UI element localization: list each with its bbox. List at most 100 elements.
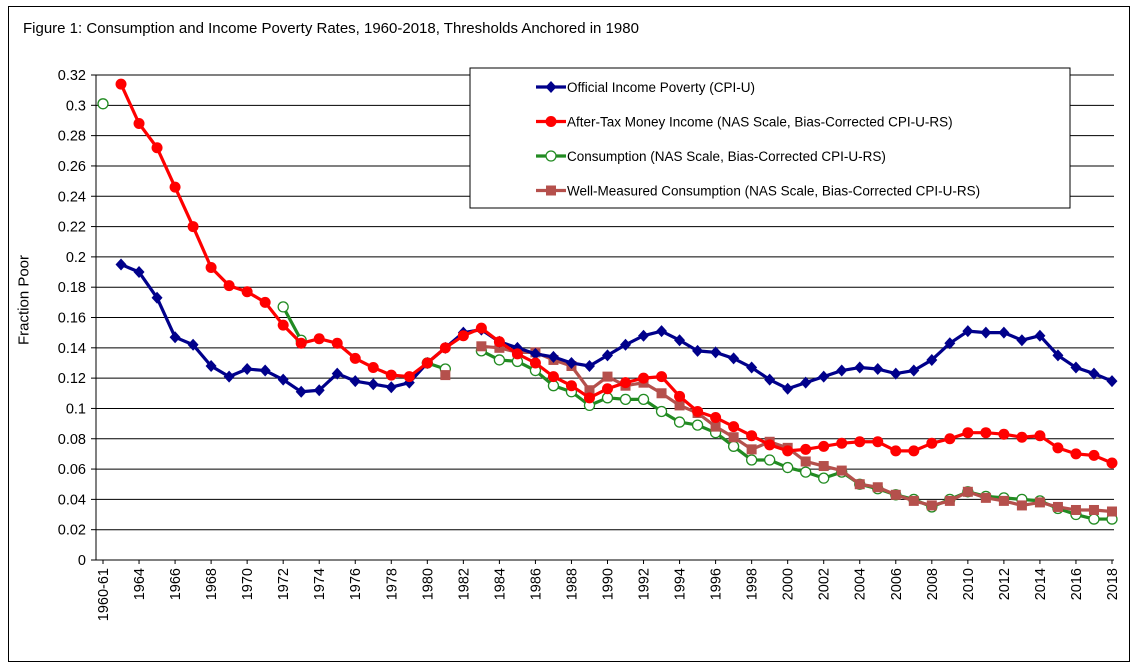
- x-tick-label: 2014: [1033, 568, 1049, 600]
- data-point: [854, 361, 866, 374]
- x-tick-label: 1992: [637, 568, 653, 600]
- data-point: [1052, 349, 1064, 362]
- data-point: [1088, 513, 1100, 525]
- data-point: [710, 346, 722, 359]
- x-tick-label: 2002: [817, 568, 833, 600]
- data-point: [529, 357, 541, 369]
- x-tick-label: 1980: [420, 568, 436, 600]
- data-point: [440, 370, 451, 381]
- data-point: [205, 360, 217, 372]
- y-tick-label: 0.04: [58, 492, 86, 508]
- data-point: [565, 356, 577, 369]
- data-point: [800, 443, 812, 455]
- y-tick-label: 0.08: [58, 432, 86, 448]
- data-point: [926, 437, 938, 449]
- x-tick-label: 1990: [600, 568, 616, 600]
- series-line-segment: [173, 185, 195, 229]
- data-point: [1070, 448, 1082, 460]
- data-point: [637, 393, 650, 405]
- y-tick-label: 0.14: [58, 341, 86, 357]
- x-tick-label: 1964: [132, 568, 148, 600]
- data-point: [1052, 501, 1063, 512]
- x-tick-label: 1970: [240, 568, 256, 600]
- x-tick-label: 1996: [709, 568, 725, 600]
- data-point: [962, 427, 974, 439]
- data-point: [367, 378, 379, 391]
- data-point: [728, 352, 740, 365]
- data-point: [1070, 504, 1081, 515]
- data-point: [908, 364, 920, 377]
- data-point: [385, 381, 397, 394]
- data-point: [800, 466, 812, 478]
- data-point: [494, 342, 505, 353]
- data-point: [818, 461, 829, 472]
- series-line-segment: [930, 341, 952, 362]
- data-point: [692, 344, 704, 357]
- data-point: [259, 364, 271, 377]
- legend-label: Consumption (NAS Scale, Bias-Corrected C…: [567, 149, 886, 164]
- x-tick-label: 1976: [348, 568, 364, 600]
- data-point: [1106, 457, 1118, 469]
- data-point: [944, 337, 956, 350]
- data-point: [908, 445, 920, 457]
- data-point: [331, 367, 343, 380]
- legend-swatch-marker: [545, 150, 557, 162]
- data-point: [638, 329, 650, 342]
- data-point: [367, 362, 379, 374]
- data-point: [385, 369, 397, 381]
- data-point: [295, 385, 307, 398]
- x-tick-label: 1968: [204, 568, 220, 600]
- y-tick-label: 0.2: [66, 250, 86, 266]
- data-point: [944, 495, 955, 506]
- data-point: [295, 337, 307, 349]
- data-point: [349, 352, 361, 364]
- data-point: [187, 338, 199, 351]
- series-line-segment: [1038, 334, 1060, 357]
- y-tick-label: 0.32: [58, 68, 86, 84]
- data-point: [620, 338, 632, 351]
- data-point: [313, 384, 325, 397]
- data-point: [475, 322, 487, 334]
- data-point: [602, 371, 613, 382]
- x-tick-label: 1974: [312, 568, 328, 600]
- y-tick-label: 0.06: [58, 462, 86, 478]
- data-point: [745, 454, 758, 466]
- data-point: [439, 342, 451, 354]
- data-point: [818, 440, 830, 452]
- x-tick-label: 2010: [961, 568, 977, 600]
- data-point: [277, 319, 289, 331]
- series-line-segment: [155, 146, 177, 189]
- x-tick-label: 2006: [889, 568, 905, 600]
- x-tick-label: 2016: [1069, 568, 1085, 600]
- legend-label: After-Tax Money Income (NAS Scale, Bias-…: [567, 115, 953, 130]
- data-point: [457, 330, 469, 342]
- data-point: [151, 291, 163, 304]
- data-point: [1034, 430, 1046, 442]
- data-point: [97, 98, 109, 110]
- data-point: [638, 372, 650, 384]
- data-point: [746, 430, 758, 442]
- data-point: [241, 363, 253, 376]
- data-point: [673, 416, 686, 428]
- data-point: [890, 445, 902, 457]
- y-tick-label: 0.24: [58, 189, 86, 205]
- data-point: [205, 261, 217, 273]
- x-tick-label: 1998: [745, 568, 761, 600]
- data-point: [583, 392, 595, 404]
- y-tick-label: 0.12: [58, 371, 86, 387]
- x-tick-label: 1978: [384, 568, 400, 600]
- y-tick-label: 0.02: [58, 523, 86, 539]
- data-point: [620, 377, 632, 389]
- data-point: [727, 440, 740, 452]
- y-tick-label: 0.22: [58, 220, 86, 236]
- legend-label: Official Income Poverty (CPI-U): [567, 80, 755, 95]
- data-point: [926, 500, 937, 511]
- data-point: [584, 385, 595, 396]
- data-point: [187, 221, 199, 233]
- data-point: [1088, 504, 1099, 515]
- data-point: [277, 301, 289, 313]
- data-point: [1034, 497, 1045, 508]
- series-line-segment: [137, 270, 159, 300]
- y-tick-label: 0.28: [58, 129, 86, 145]
